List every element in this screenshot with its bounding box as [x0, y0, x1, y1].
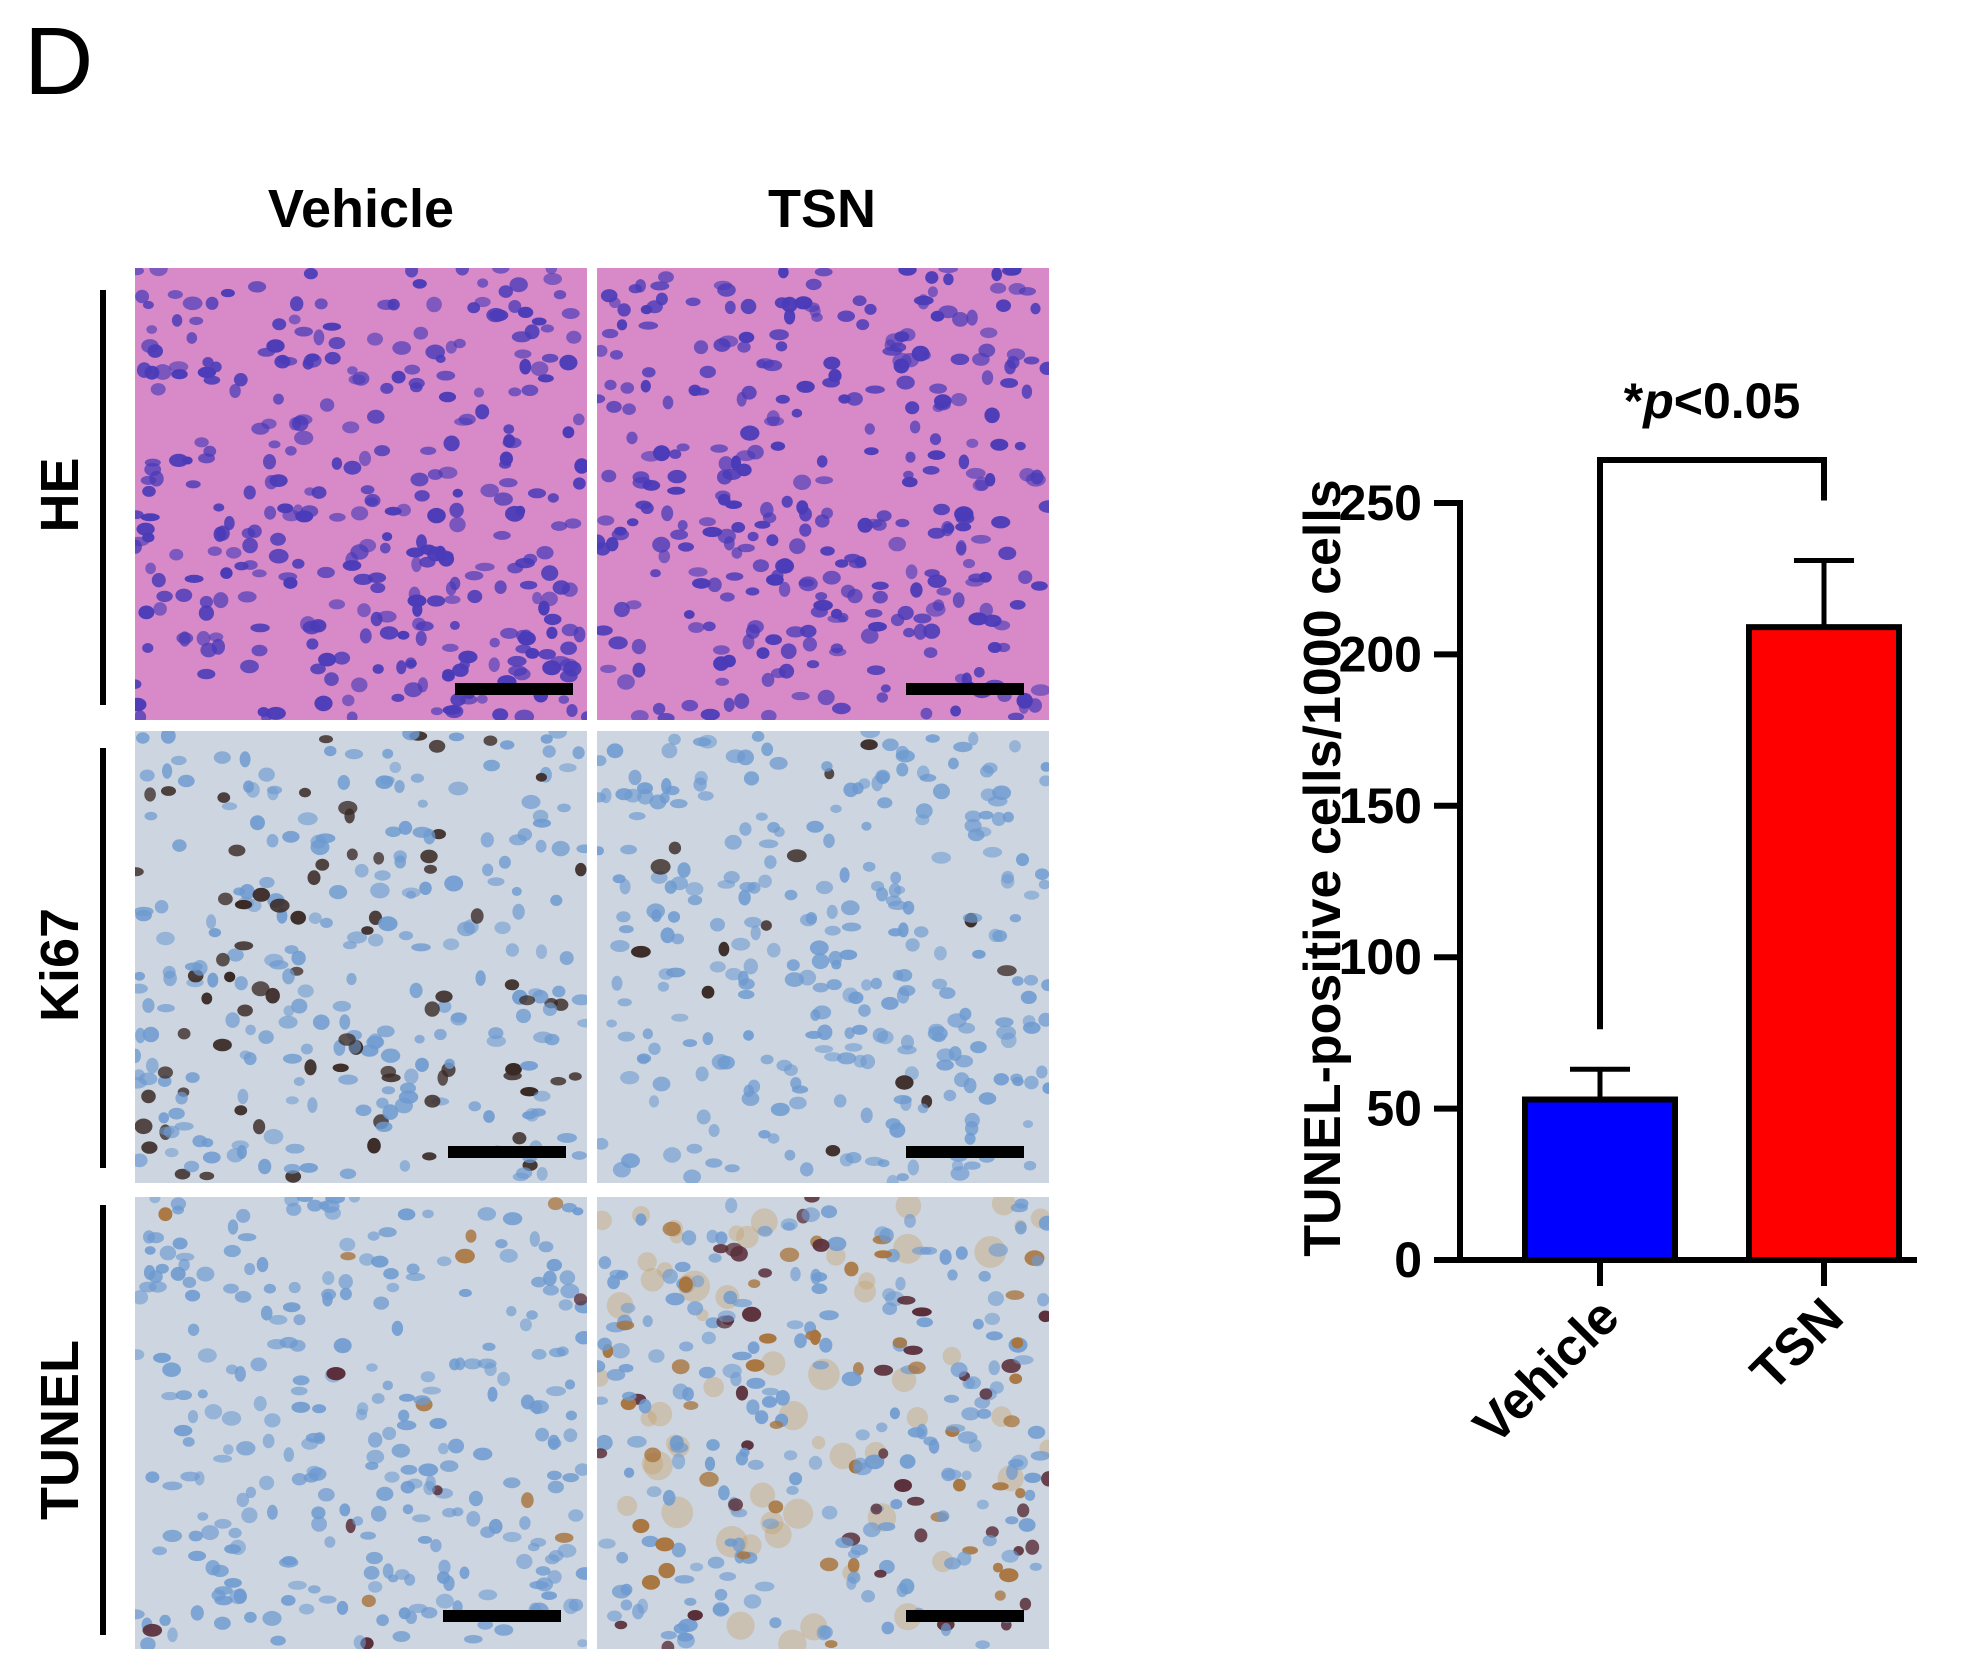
micrograph-ki67-tsn: [597, 731, 1049, 1183]
row-line-ki67: [100, 748, 106, 1168]
y-tick-label: 0: [1394, 1232, 1422, 1288]
row-label-ki67: Ki67: [30, 907, 90, 1023]
scale-bar: [906, 683, 1024, 695]
scale-bar: [448, 1146, 566, 1158]
scale-bar: [455, 683, 573, 695]
significance-bracket: [1597, 457, 1827, 1030]
column-header-vehicle: Vehicle: [267, 179, 455, 239]
y-tick-label: 50: [1366, 1081, 1422, 1137]
y-axis-label: TUNEL-positive cells/1000 cells: [1294, 479, 1352, 1256]
row-label-tunel: TUNEL: [30, 1340, 90, 1520]
tissue-texture: [597, 731, 1049, 1183]
significance-label: *p<0.05: [1624, 373, 1801, 429]
row-line-tunel: [100, 1205, 106, 1635]
y-tick-label: 250: [1339, 475, 1422, 531]
significance-star: *: [1624, 373, 1644, 429]
tissue-texture: [135, 731, 587, 1183]
significance-threshold: <0.05: [1674, 373, 1801, 429]
scale-bar: [443, 1610, 561, 1622]
bar-tsn: [1746, 624, 1902, 1263]
tissue-texture: [135, 268, 587, 720]
y-tick-label: 200: [1339, 626, 1422, 682]
panel-label: D: [24, 8, 94, 115]
y-tick-label: 150: [1339, 778, 1422, 834]
micrograph-tunel-vehicle: [135, 1197, 587, 1649]
tissue-texture: [597, 1197, 1049, 1649]
micrograph-tunel-tsn: [597, 1197, 1049, 1649]
bar-vehicle: [1522, 1096, 1678, 1263]
significance-p: p: [1641, 373, 1674, 429]
scale-bar: [906, 1146, 1024, 1158]
micrograph-he-tsn: [597, 268, 1049, 720]
row-label-he: HE: [30, 457, 90, 533]
tunel-bar-chart: TUNEL-positive cells/1000 cells 0 50 100 15…: [1294, 373, 1917, 1455]
x-tick-label: Vehicle: [1463, 1287, 1631, 1455]
micrograph-he-vehicle: [135, 268, 587, 720]
tissue-texture: [597, 268, 1049, 720]
column-header-tsn: TSN: [768, 179, 876, 239]
micrograph-ki67-vehicle: [135, 731, 587, 1183]
x-tick-label: TSN: [1740, 1287, 1855, 1402]
y-tick-label: 100: [1339, 929, 1422, 985]
tissue-texture: [135, 1197, 587, 1649]
row-line-he: [100, 290, 106, 705]
scale-bar: [906, 1610, 1024, 1622]
